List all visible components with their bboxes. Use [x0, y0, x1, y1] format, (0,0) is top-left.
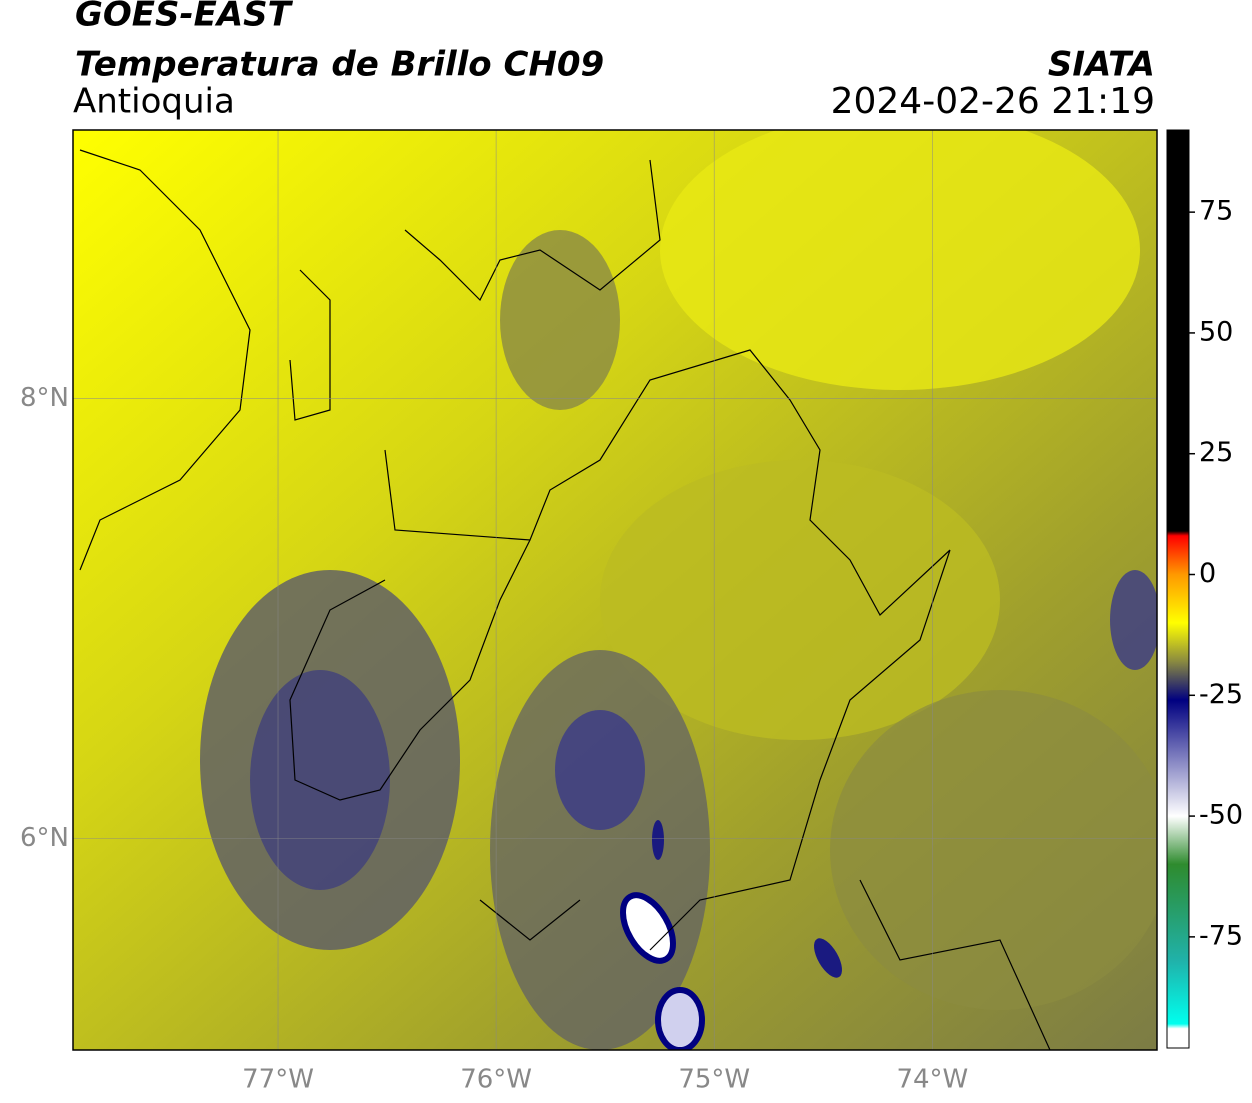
colorbar-tick-label: 50	[1199, 316, 1233, 347]
colorbar-tick-label: 75	[1199, 196, 1233, 227]
x-tick-label: 77°W	[242, 1065, 314, 1095]
x-tick-label: 74°W	[896, 1065, 968, 1095]
colorbar-tick-label: -25	[1199, 679, 1243, 710]
map-frame	[72, 129, 1158, 1051]
x-tick-label: 75°W	[678, 1065, 750, 1095]
colorbar-tick-label: -75	[1199, 920, 1243, 951]
subtitle: Temperatura de Brillo CH09	[75, 45, 604, 85]
map-field	[73, 130, 1157, 1050]
x-tick-label: 76°W	[460, 1065, 532, 1095]
colorbar-tick-label: 0	[1199, 558, 1216, 589]
colorbar-tick-label: -50	[1199, 800, 1243, 831]
region: Antioquia	[73, 82, 235, 122]
source: SIATA	[1048, 45, 1155, 85]
y-tick-label: 6°N	[20, 823, 69, 853]
y-tick-label: 8°N	[20, 383, 69, 413]
colorbar	[1166, 129, 1190, 1049]
colorbar-tick-label: 25	[1199, 437, 1233, 468]
title: GOES-EAST	[75, 0, 294, 35]
datetime: 2024-02-26 21:19	[831, 81, 1155, 122]
